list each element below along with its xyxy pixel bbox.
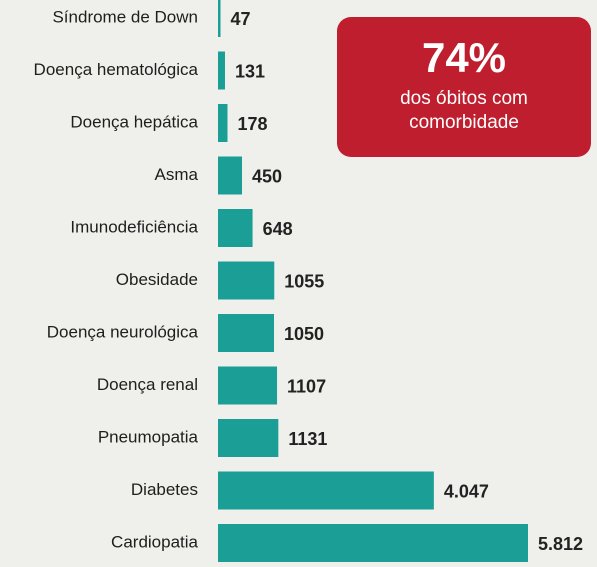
- bar: [218, 261, 275, 300]
- category-label: Doença hepática: [70, 112, 198, 131]
- category-label: Diabetes: [131, 480, 198, 499]
- bar: [218, 156, 243, 195]
- value-label: 450: [252, 166, 282, 186]
- bar: [218, 524, 528, 562]
- category-label: Doença renal: [97, 375, 198, 394]
- category-label: Doença neurológica: [47, 322, 199, 341]
- bar: [218, 209, 253, 247]
- category-label: Cardiopatia: [111, 532, 198, 551]
- value-label: 1107: [287, 376, 326, 396]
- value-label: 1050: [284, 324, 324, 344]
- annotation-value: 74%: [421, 34, 507, 81]
- value-label: 178: [237, 114, 267, 134]
- category-label: Doença hematológica: [34, 60, 199, 79]
- value-label: 47: [231, 9, 251, 29]
- category-label: Obesidade: [116, 270, 198, 289]
- category-label: Pneumopatia: [98, 427, 199, 446]
- bar: [218, 0, 221, 37]
- value-label: 1055: [284, 271, 324, 291]
- bar: [218, 104, 228, 142]
- value-label: 1131: [288, 429, 327, 449]
- annotation-text: dos óbitos com comorbidade: [400, 88, 528, 133]
- value-label: 648: [263, 219, 293, 239]
- category-label: Imunodeficiência: [70, 217, 198, 236]
- value-label: 131: [235, 61, 265, 81]
- bar: [218, 471, 434, 510]
- value-label: 5.812: [538, 534, 583, 554]
- bar: [218, 366, 278, 405]
- bar: [218, 51, 225, 90]
- category-label: Síndrome de Down: [52, 7, 198, 26]
- bar: [218, 314, 275, 352]
- category-label: Asma: [155, 165, 199, 184]
- annotation-box: 74% dos óbitos com comorbidade: [337, 17, 591, 157]
- bar: [218, 419, 279, 457]
- value-label: 4.047: [444, 481, 489, 501]
